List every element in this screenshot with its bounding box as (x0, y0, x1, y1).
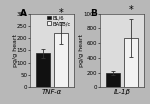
Text: B: B (90, 9, 97, 18)
Legend: BL/6, BALB/c: BL/6, BALB/c (47, 15, 71, 27)
Bar (124, 38, 138, 87)
X-axis label: IL-1β: IL-1β (114, 89, 131, 95)
Bar (106, 73, 120, 87)
Bar (54, 33, 68, 87)
Y-axis label: pg/g heart: pg/g heart (80, 34, 84, 67)
X-axis label: TNF-α: TNF-α (42, 89, 62, 95)
Text: A: A (20, 9, 27, 18)
Bar (36, 53, 50, 87)
Text: *: * (128, 5, 133, 15)
Text: *: * (58, 8, 63, 18)
Y-axis label: pg/g heart: pg/g heart (13, 34, 18, 67)
